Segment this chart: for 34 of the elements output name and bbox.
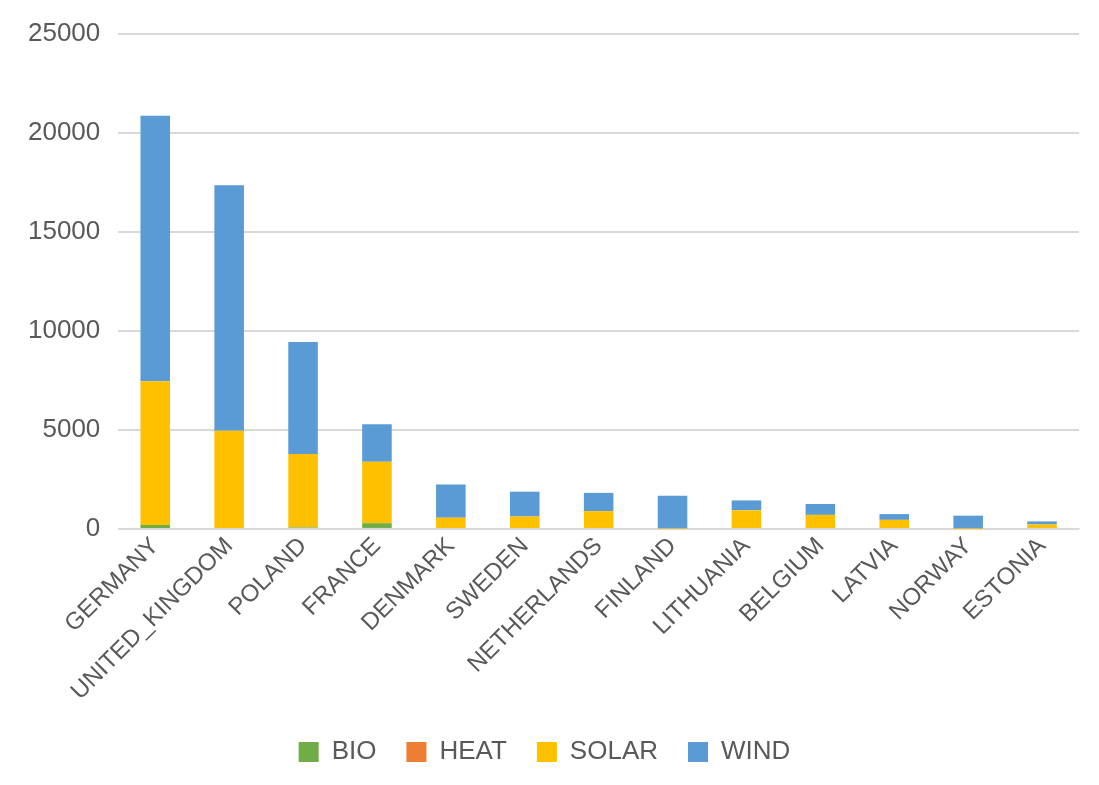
- bar: [140, 524, 171, 528]
- bar: [583, 492, 614, 512]
- bar: [362, 523, 392, 528]
- bar: [140, 381, 171, 525]
- bar: [288, 342, 318, 455]
- y-tick-label: 0: [85, 512, 101, 543]
- y-tick-label: 15000: [27, 214, 101, 245]
- bar: [805, 514, 836, 528]
- y-tick-label: 25000: [27, 16, 101, 47]
- bar: [436, 517, 466, 528]
- bar: [214, 430, 244, 528]
- bar: [879, 514, 910, 520]
- bar: [362, 424, 392, 462]
- bar: [879, 519, 910, 528]
- y-tick-label: 10000: [27, 313, 101, 344]
- bar: [657, 495, 688, 529]
- y-tick-label: 20000: [27, 115, 101, 146]
- bar: [731, 510, 762, 528]
- y-tick-label: 5000: [42, 413, 101, 444]
- legend-label: SOLAR: [569, 735, 659, 766]
- bar: [509, 516, 540, 528]
- bar: [288, 454, 318, 528]
- legend-label: HEAT: [439, 735, 507, 766]
- bar: [509, 491, 540, 517]
- bar: [214, 185, 244, 431]
- bar: [362, 461, 392, 524]
- legend-label: WIND: [721, 735, 791, 766]
- legend-label: BIO: [331, 735, 377, 766]
- bar: [805, 503, 836, 515]
- bar: [583, 511, 614, 528]
- bar: [953, 515, 983, 529]
- bar: [436, 484, 466, 518]
- bar: [140, 115, 171, 382]
- bar: [731, 500, 762, 511]
